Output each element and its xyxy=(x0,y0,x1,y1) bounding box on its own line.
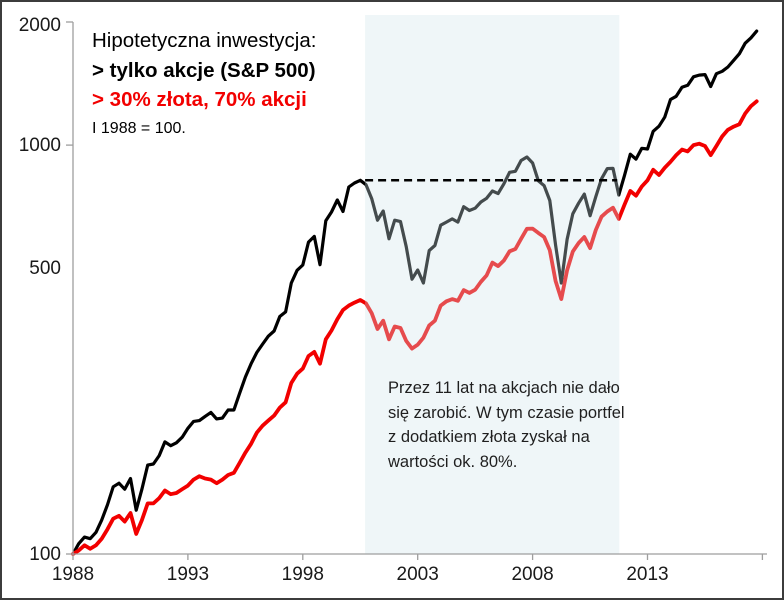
x-tick-label: 1993 xyxy=(167,564,209,585)
y-tick-label: 100 xyxy=(29,544,61,565)
legend: Hipotetyczna inwestycja: > tylko akcje (… xyxy=(92,26,316,140)
x-tick-label: 2008 xyxy=(511,564,553,585)
legend-note: I 1988 = 100. xyxy=(92,119,186,137)
legend-item-stocks: > tylko akcje (S&P 500) xyxy=(92,58,316,82)
x-tick-label: 2013 xyxy=(626,564,668,585)
annotation-text: Przez 11 lat na akcjach nie dało się zar… xyxy=(388,379,625,471)
shaded-region xyxy=(365,15,620,554)
legend-title: Hipotetyczna inwestycja: xyxy=(92,29,317,52)
x-tick-label: 1988 xyxy=(52,564,94,585)
legend-item-mix: > 30% złota, 70% akcji xyxy=(92,88,307,111)
y-tick-label: 2000 xyxy=(19,15,61,36)
y-tick-label: 1000 xyxy=(19,135,61,156)
y-tick-label: 500 xyxy=(29,258,61,279)
x-tick-label: 2003 xyxy=(397,564,439,585)
series-line-zloto-akcje xyxy=(71,99,759,556)
x-tick-label: 1998 xyxy=(282,564,324,585)
series-line-akcje xyxy=(71,29,759,556)
